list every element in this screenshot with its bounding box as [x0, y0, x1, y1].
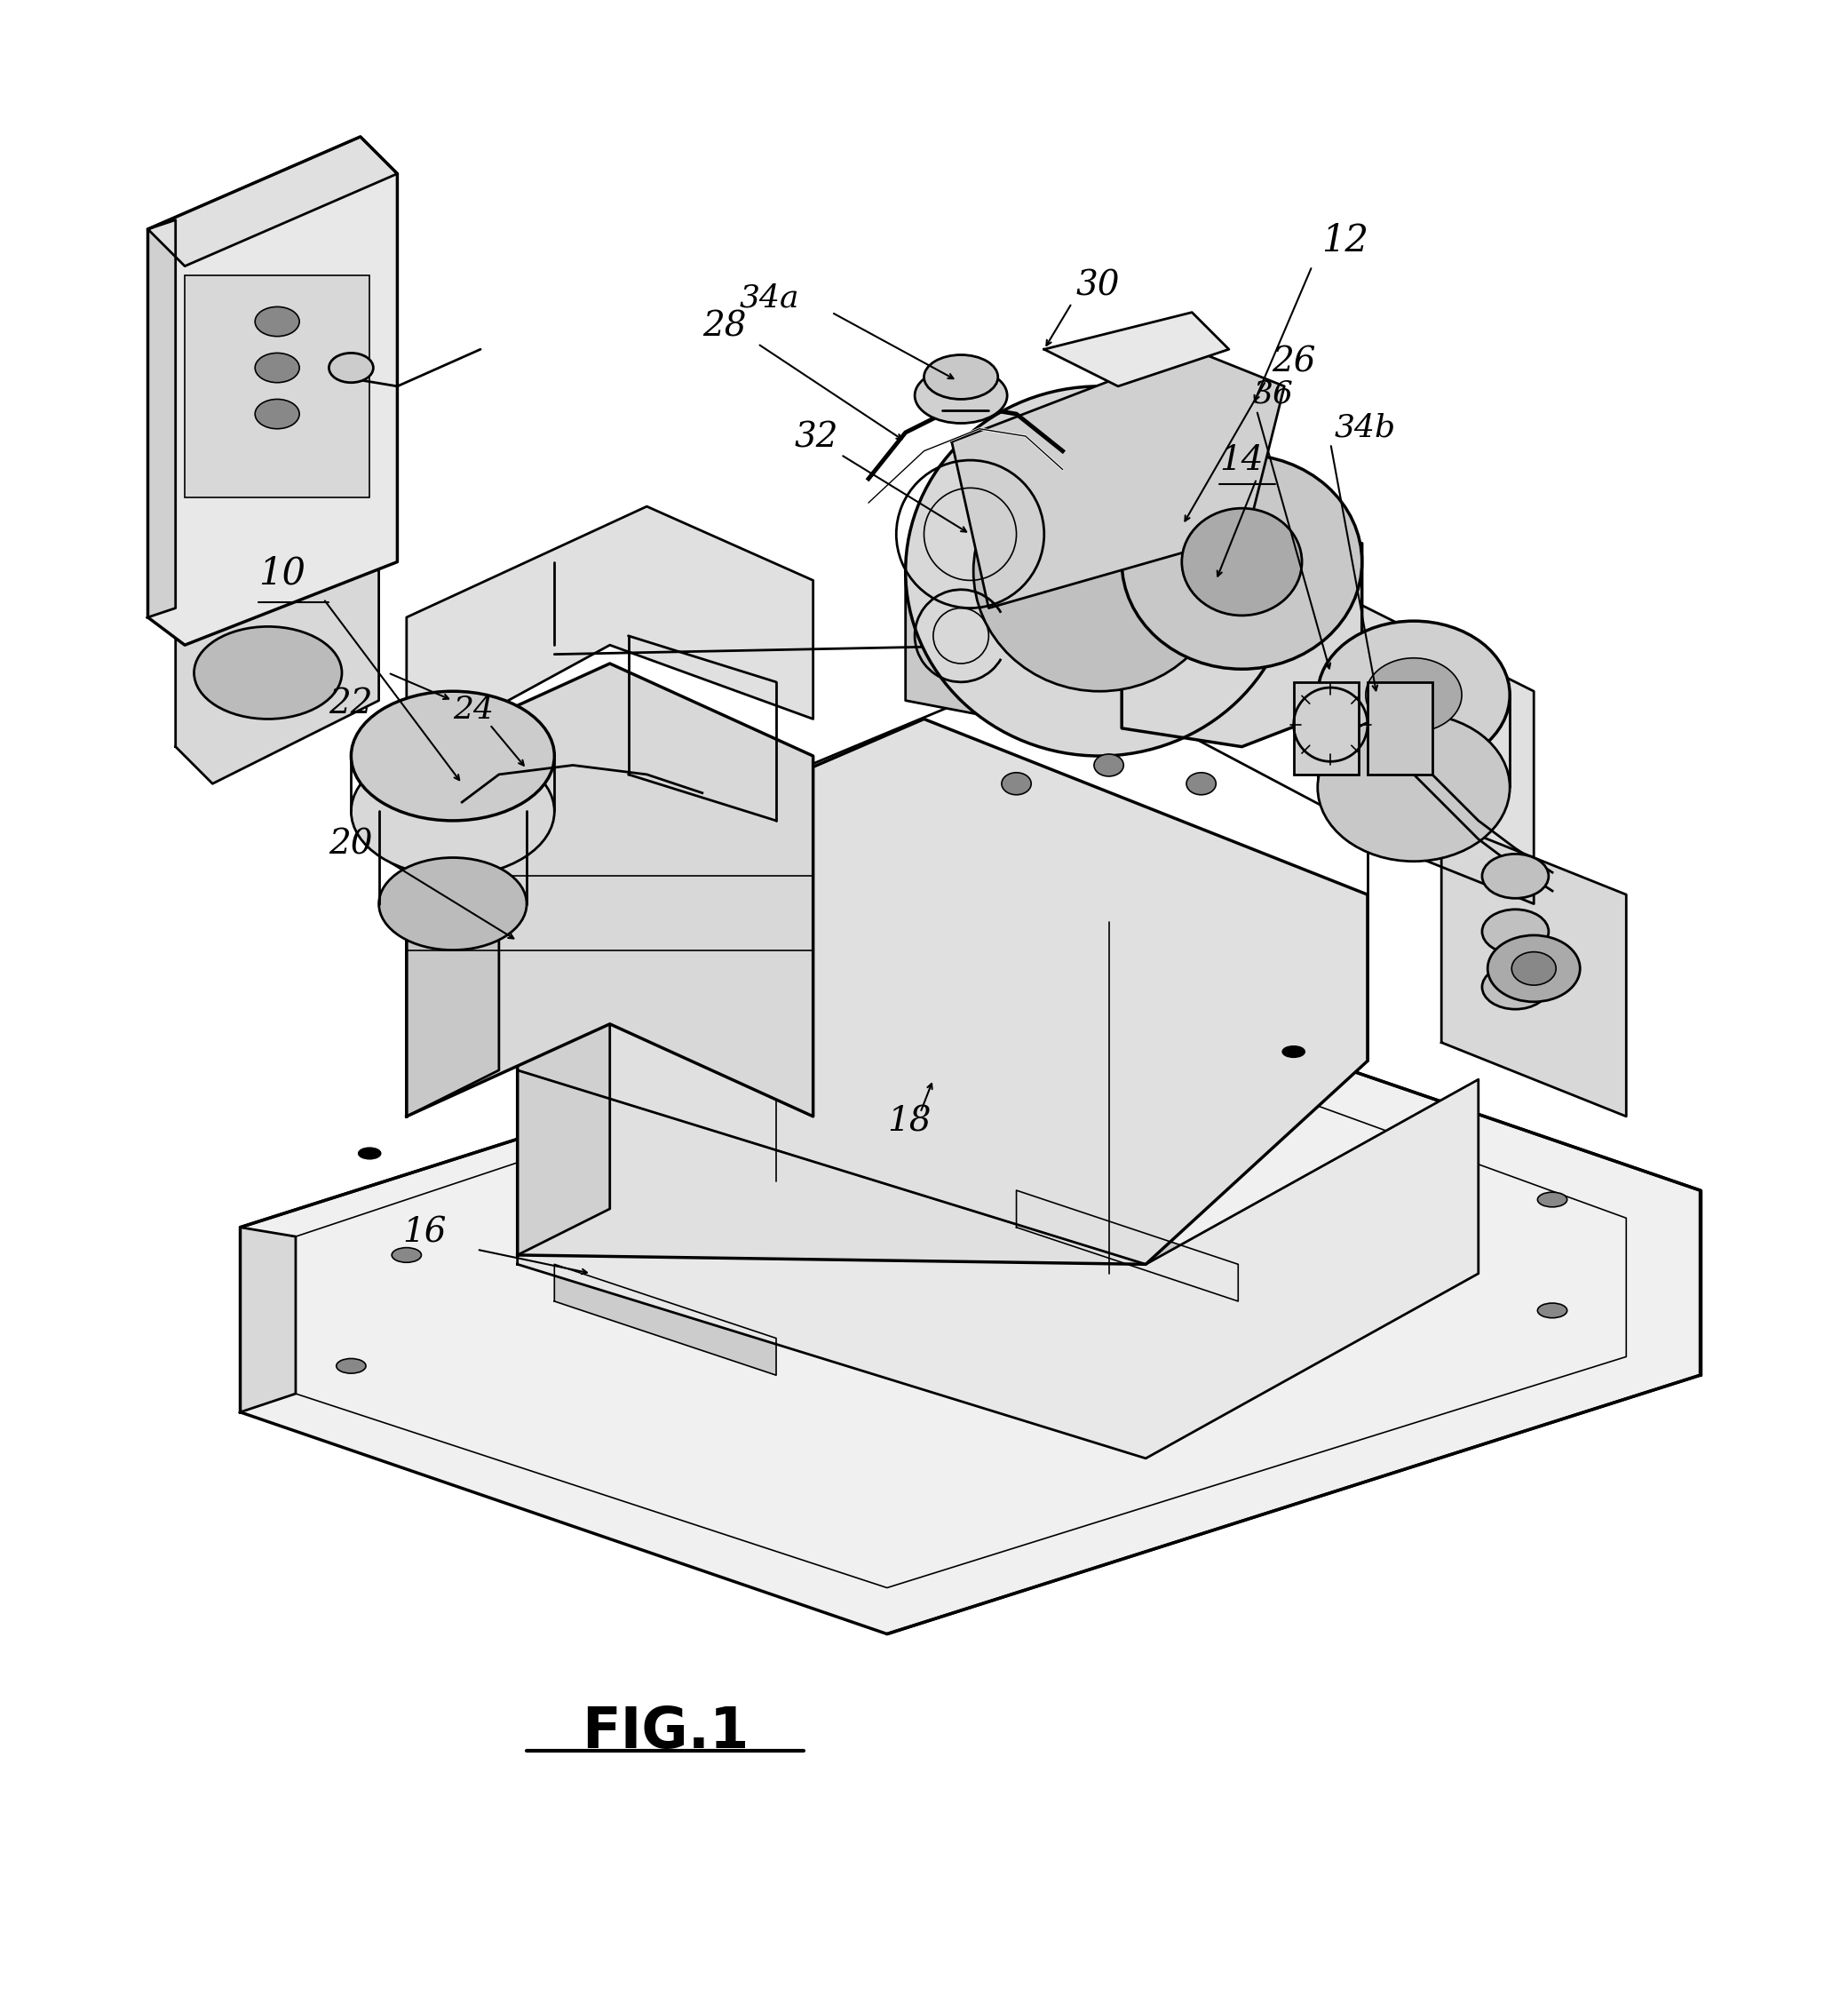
Ellipse shape	[255, 400, 299, 428]
Bar	[185, 276, 370, 497]
Polygon shape	[240, 969, 1700, 1635]
Text: 22: 22	[329, 688, 373, 720]
Bar	[1294, 682, 1358, 774]
Ellipse shape	[915, 368, 1007, 422]
Polygon shape	[952, 350, 1284, 607]
Text: 30: 30	[1076, 269, 1120, 304]
Text: 28: 28	[702, 310, 747, 344]
Text: 34a: 34a	[739, 284, 798, 314]
Text: 12: 12	[1321, 221, 1368, 259]
Text: 32: 32	[795, 422, 839, 454]
Text: 36: 36	[1253, 378, 1294, 408]
Ellipse shape	[1183, 509, 1301, 615]
Ellipse shape	[1482, 855, 1549, 899]
Bar	[1368, 682, 1432, 774]
Ellipse shape	[351, 692, 554, 820]
Polygon shape	[517, 720, 1368, 1265]
Ellipse shape	[1482, 909, 1549, 953]
Ellipse shape	[359, 1148, 381, 1158]
Polygon shape	[517, 1070, 1478, 1458]
Ellipse shape	[974, 450, 1225, 692]
Ellipse shape	[1538, 1193, 1567, 1207]
Polygon shape	[407, 710, 499, 1116]
Ellipse shape	[329, 354, 373, 382]
Text: 14: 14	[1220, 444, 1264, 477]
Text: 10: 10	[259, 555, 305, 591]
Polygon shape	[148, 137, 397, 646]
Polygon shape	[176, 535, 379, 784]
Polygon shape	[517, 849, 610, 1255]
Ellipse shape	[1094, 754, 1124, 776]
Polygon shape	[407, 664, 813, 1116]
Ellipse shape	[1366, 658, 1462, 732]
Ellipse shape	[1512, 951, 1556, 985]
Ellipse shape	[924, 354, 998, 400]
Ellipse shape	[1186, 772, 1216, 794]
Ellipse shape	[1318, 714, 1510, 861]
Polygon shape	[554, 1265, 776, 1376]
Text: FIG.1: FIG.1	[582, 1705, 748, 1760]
Polygon shape	[148, 137, 397, 265]
Text: 18: 18	[887, 1106, 931, 1138]
Text: 34b: 34b	[1334, 412, 1395, 442]
Ellipse shape	[1002, 772, 1031, 794]
Ellipse shape	[379, 857, 527, 949]
Ellipse shape	[1488, 935, 1580, 1001]
Polygon shape	[240, 1227, 296, 1412]
Ellipse shape	[194, 627, 342, 720]
Text: 16: 16	[403, 1217, 447, 1249]
Polygon shape	[1441, 820, 1626, 1116]
Ellipse shape	[336, 1359, 366, 1374]
Text: 26: 26	[1271, 346, 1316, 378]
Polygon shape	[1044, 312, 1229, 386]
Ellipse shape	[1283, 1046, 1305, 1058]
Polygon shape	[1016, 1191, 1238, 1301]
Ellipse shape	[1538, 1303, 1567, 1317]
Polygon shape	[148, 219, 176, 617]
Ellipse shape	[1318, 621, 1510, 768]
Ellipse shape	[255, 308, 299, 336]
Text: 20: 20	[329, 829, 373, 861]
Ellipse shape	[255, 354, 299, 382]
Ellipse shape	[392, 1247, 421, 1263]
Ellipse shape	[906, 386, 1294, 756]
Polygon shape	[407, 507, 813, 756]
Polygon shape	[1122, 543, 1362, 746]
Polygon shape	[1349, 599, 1534, 903]
Polygon shape	[906, 571, 1002, 720]
Ellipse shape	[1122, 454, 1362, 670]
Ellipse shape	[1482, 965, 1549, 1010]
Text: 24: 24	[453, 696, 493, 726]
Ellipse shape	[351, 746, 554, 877]
